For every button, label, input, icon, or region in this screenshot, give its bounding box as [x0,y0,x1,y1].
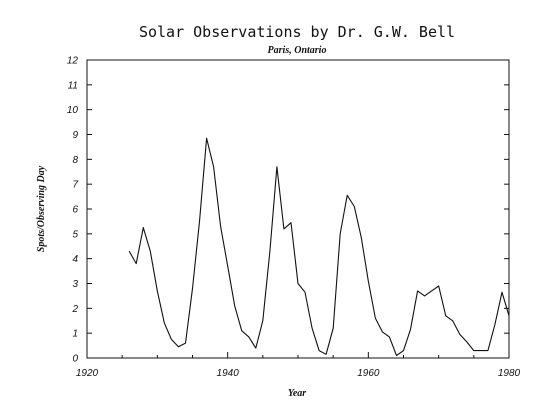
y-tick-label: 9 [72,130,78,141]
y-tick-label: 2 [71,304,78,315]
y-tick-label: 5 [72,229,78,240]
x-tick-label: 1980 [498,368,521,379]
chart-subtitle: Paris, Ontario [268,45,327,56]
x-tick-label: 1940 [217,368,240,379]
y-tick-label: 8 [72,155,78,166]
y-tick-label: 4 [72,254,78,265]
y-tick-label: 11 [68,80,78,91]
series-line [128,137,510,357]
y-tick-label: 12 [67,56,79,67]
y-tick-label: 3 [72,279,78,290]
x-axis-label: Year [288,388,306,399]
plot-frame [86,59,510,359]
x-tick-label: 1960 [357,368,380,379]
y-axis-label: Spots/Observing Day [36,165,47,252]
y-tick-label: 7 [72,180,78,191]
x-tick-label: 1920 [76,368,99,379]
y-tick-label: 10 [67,105,79,116]
chart-title: Solar Observations by Dr. G.W. Bell [139,23,455,41]
y-tick-label: 6 [72,205,78,216]
x-axis-ticks: 1920 1940 1960 1980 [76,352,521,379]
y-tick-label: 0 [72,354,78,365]
y-tick-label: 1 [72,329,78,340]
series-layer [128,137,510,357]
